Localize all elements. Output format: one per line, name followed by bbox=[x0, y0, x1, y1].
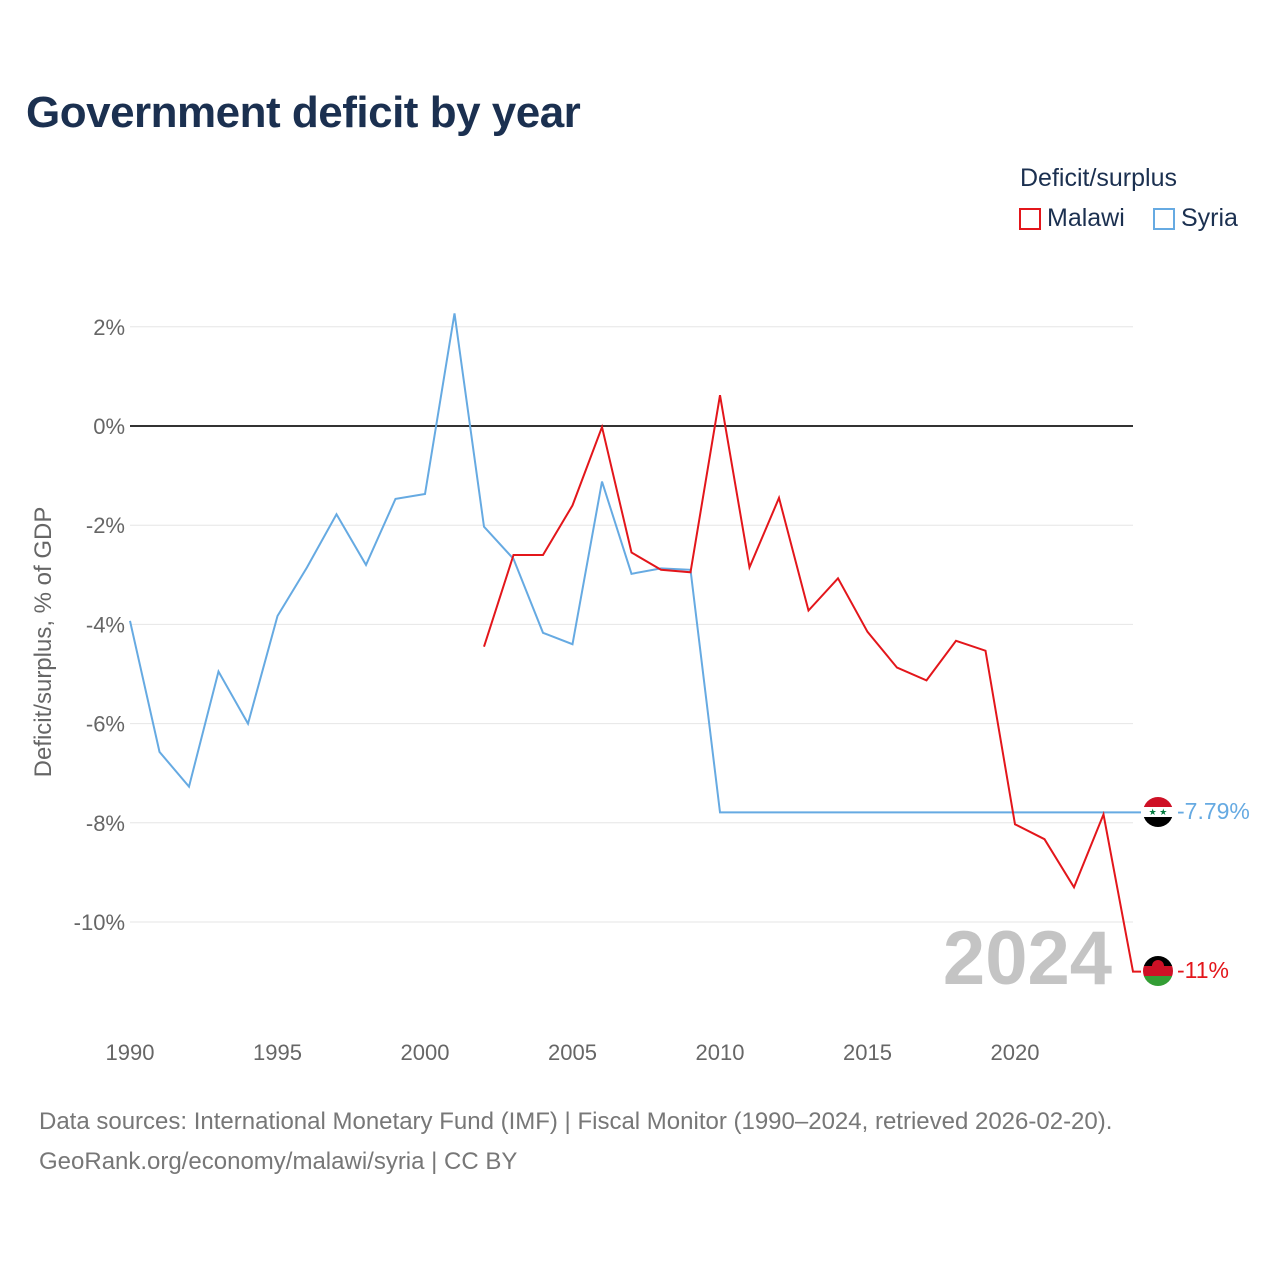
y-tick-label: 0% bbox=[93, 414, 125, 439]
year-watermark: 2024 bbox=[943, 916, 1112, 1001]
legend-item-syria[interactable]: Syria bbox=[1153, 204, 1238, 233]
svg-text:★ ★: ★ ★ bbox=[1149, 807, 1168, 817]
footer-sources: Data sources: International Monetary Fun… bbox=[39, 1108, 1113, 1135]
y-tick-label: -6% bbox=[86, 712, 125, 737]
end-label-syria: -7.79% bbox=[1177, 798, 1250, 824]
x-tick-label: 1995 bbox=[253, 1040, 302, 1065]
legend-swatch-malawi bbox=[1019, 207, 1041, 230]
legend-item-malawi[interactable]: Malawi bbox=[1019, 204, 1125, 233]
y-axis-title: Deficit/surplus, % of GDP bbox=[30, 507, 57, 778]
x-tick-label: 2005 bbox=[548, 1040, 597, 1065]
legend-label-malawi: Malawi bbox=[1047, 204, 1125, 232]
legend-title: Deficit/surplus bbox=[1020, 164, 1177, 192]
series-line-syria[interactable] bbox=[129, 313, 1141, 814]
y-tick-label: -8% bbox=[86, 811, 125, 836]
end-label-malawi: -11% bbox=[1177, 957, 1229, 983]
series-line-malawi[interactable] bbox=[483, 395, 1141, 973]
x-tick-label: 1990 bbox=[106, 1040, 155, 1065]
syria-flag-icon: ★ ★ bbox=[1143, 797, 1173, 827]
chart-title: Government deficit by year bbox=[26, 88, 581, 137]
legend-swatch-syria bbox=[1153, 207, 1175, 230]
y-tick-label: 2% bbox=[93, 315, 125, 340]
legend-label-syria: Syria bbox=[1181, 204, 1238, 232]
y-tick-label: -10% bbox=[74, 910, 125, 935]
x-tick-label: 2000 bbox=[401, 1040, 450, 1065]
x-tick-label: 2020 bbox=[991, 1040, 1040, 1065]
footer-credit[interactable]: GeoRank.org/economy/malawi/syria | CC BY bbox=[39, 1148, 518, 1175]
y-tick-label: -4% bbox=[86, 612, 125, 637]
y-tick-label: -2% bbox=[86, 513, 125, 538]
x-tick-label: 2015 bbox=[843, 1040, 892, 1065]
malawi-flag-icon bbox=[1143, 956, 1173, 986]
x-tick-label: 2010 bbox=[696, 1040, 745, 1065]
